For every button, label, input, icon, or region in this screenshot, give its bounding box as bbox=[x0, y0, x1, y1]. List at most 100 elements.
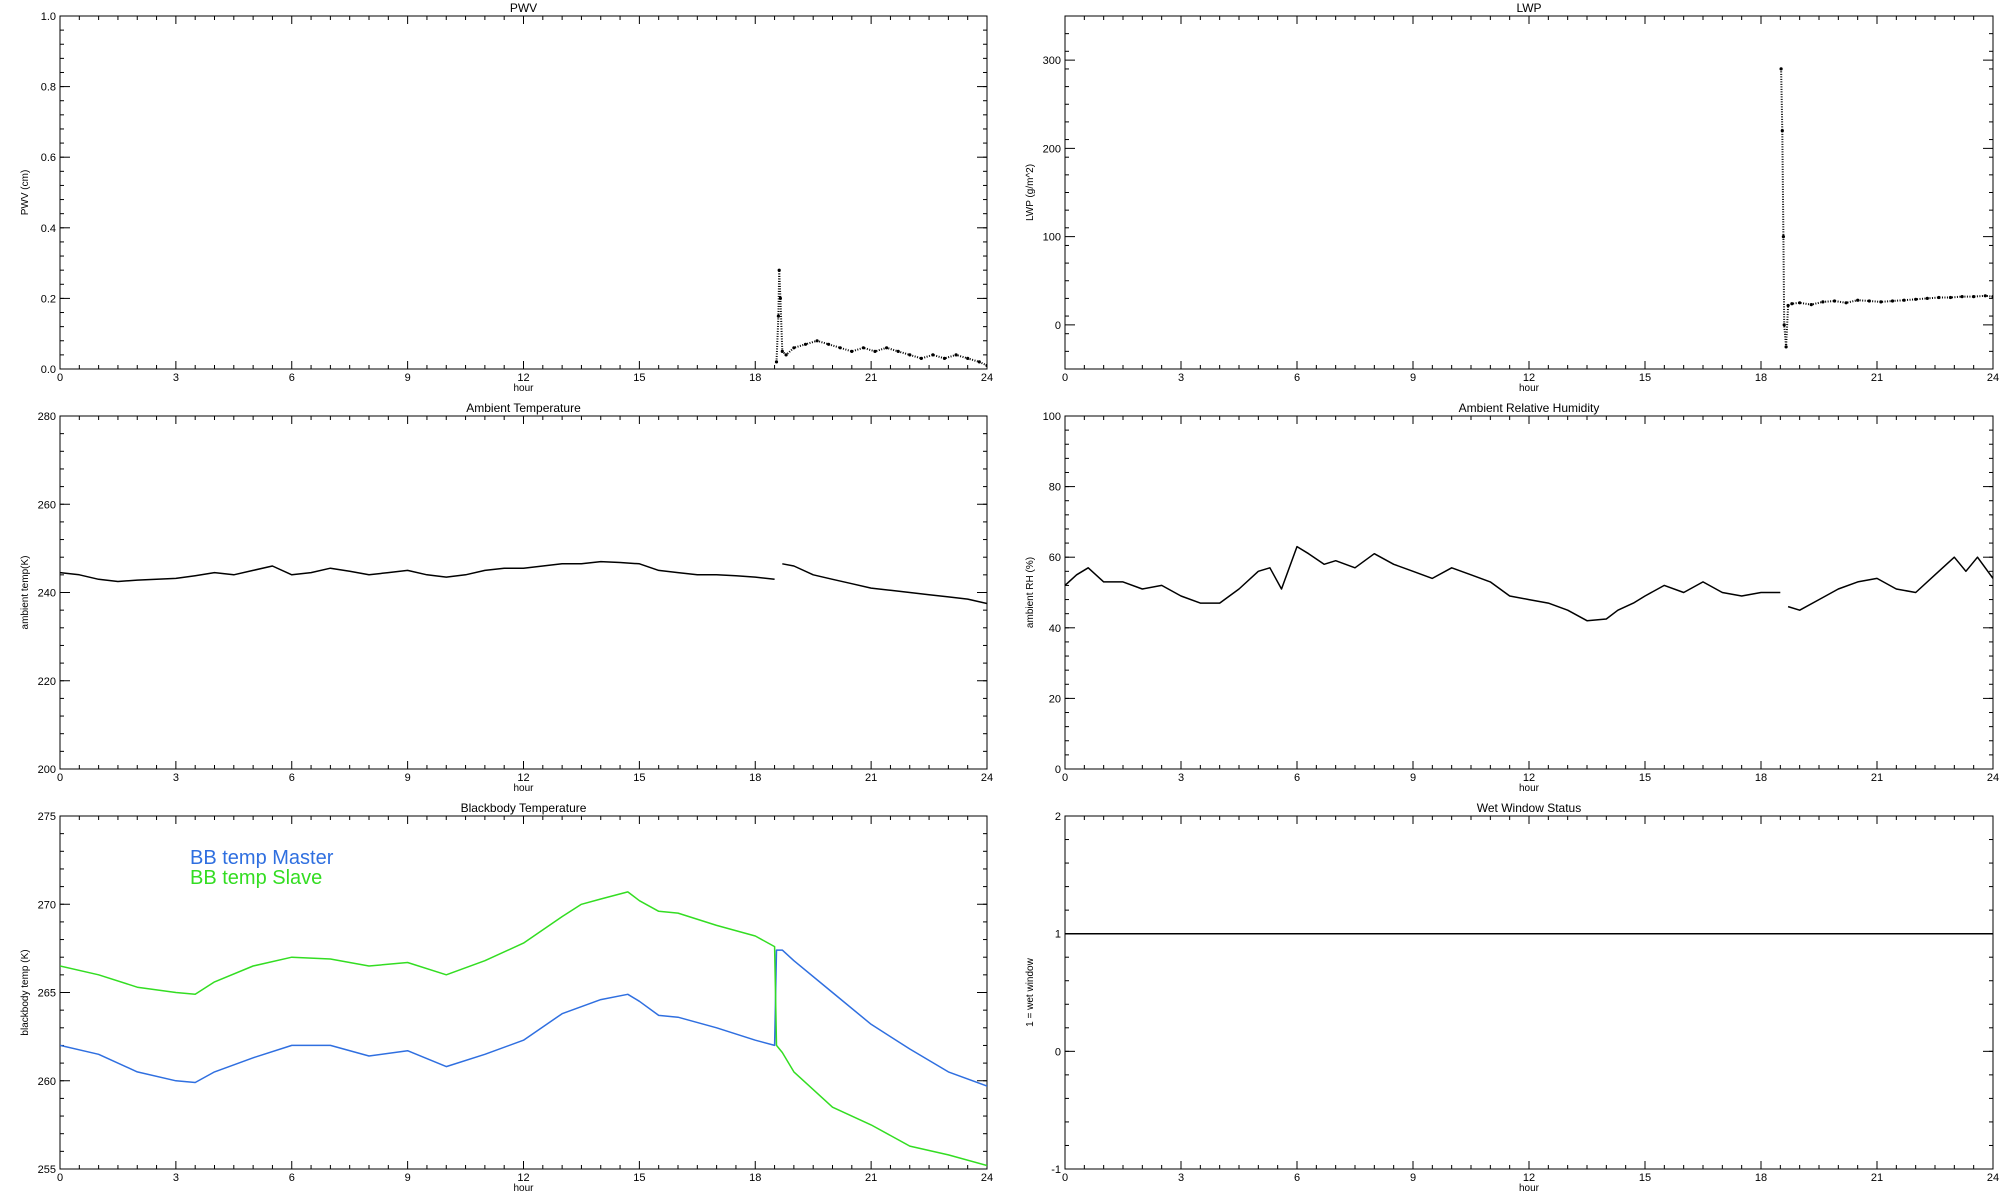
ambient-temperature-ytick-label: 280 bbox=[38, 411, 56, 423]
wet-window-status-xtick-label: 18 bbox=[1755, 1172, 1767, 1184]
ambient-temperature-xtick-label: 9 bbox=[405, 772, 411, 784]
ambient-relative-humidity-xtick-label: 24 bbox=[1987, 772, 1999, 784]
pwv-ytick-label: 0.4 bbox=[41, 223, 56, 235]
pwv-data-point bbox=[776, 314, 781, 318]
ambient-relative-humidity-xtick-label: 9 bbox=[1410, 772, 1416, 784]
ambient-temperature-ylabel: ambient temp(K) bbox=[20, 556, 31, 630]
ambient-relative-humidity-xlabel: hour bbox=[1519, 783, 1540, 794]
lwp-xtick-label: 3 bbox=[1178, 372, 1184, 384]
lwp-data-point bbox=[1781, 235, 1785, 239]
lwp-xlabel: hour bbox=[1519, 383, 1540, 394]
blackbody-temperature-xtick-label: 6 bbox=[289, 1172, 295, 1184]
wet-window-status-ytick-label: 2 bbox=[1055, 811, 1061, 823]
blackbody-temperature-bb-temp-master-line-0 bbox=[60, 949, 987, 1087]
ambient-relative-humidity-ytick-label: 40 bbox=[1049, 623, 1061, 635]
wet-window-status-xtick-label: 12 bbox=[1523, 1172, 1535, 1184]
lwp-data-point bbox=[1902, 298, 1906, 302]
lwp-xtick-label: 15 bbox=[1639, 372, 1651, 384]
ambient-temperature-xtick-label: 6 bbox=[289, 772, 295, 784]
ambient-temperature-ytick-label: 220 bbox=[38, 676, 56, 688]
blackbody-temperature-xtick-label: 15 bbox=[633, 1172, 645, 1184]
pwv-data-point bbox=[966, 356, 970, 360]
ambient-relative-humidity-xtick-label: 0 bbox=[1062, 772, 1068, 784]
blackbody-temperature-ylabel: blackbody temp (K) bbox=[20, 949, 31, 1035]
ambient-temperature-xtick-label: 24 bbox=[981, 772, 993, 784]
wet-window-status-ytick-label: 0 bbox=[1055, 1046, 1061, 1058]
wet-window-status-ytick-label: 1 bbox=[1055, 929, 1061, 941]
ambient-temperature-ytick-label: 240 bbox=[38, 588, 56, 600]
pwv-data-point bbox=[931, 353, 935, 357]
pwv-ytick-label: 0.2 bbox=[41, 293, 56, 305]
wet-window-status-plot-frame bbox=[1064, 815, 1994, 1170]
lwp-ytick-label: 0 bbox=[1055, 320, 1061, 332]
ambient-relative-humidity-plot-area bbox=[1065, 545, 1993, 622]
lwp-data-point bbox=[1790, 302, 1794, 306]
blackbody-temperature-plot-area bbox=[60, 891, 987, 1167]
wet-window-status-xtick-label: 24 bbox=[1987, 1172, 1999, 1184]
pwv-ylabel: PWV (cm) bbox=[20, 170, 31, 216]
blackbody-temperature-xtick-label: 3 bbox=[173, 1172, 179, 1184]
pwv-xtick-label: 18 bbox=[749, 372, 761, 384]
wet-window-panel: Wet Window Status 0 3 6 9 12 15 18 21 24 hour -1 0 1 2… bbox=[1000, 800, 2000, 1200]
ambient-relative-humidity-plot-frame bbox=[1064, 415, 1994, 770]
blackbody-temperature-bb-temp-slave-line-0 bbox=[60, 891, 987, 1167]
lwp-xtick-label: 24 bbox=[1987, 372, 1999, 384]
lwp-ytick-label: 200 bbox=[1043, 143, 1061, 155]
lwp-data-point bbox=[1948, 295, 1953, 300]
ambient-temperature-xtick-label: 12 bbox=[517, 772, 529, 784]
lwp-plot-frame bbox=[1064, 15, 1994, 370]
ambient-temperature-xtick-label: 0 bbox=[57, 772, 63, 784]
blackbody-temperature-ytick-label: 260 bbox=[38, 1076, 56, 1088]
blackbody-temperature-ytick-label: 275 bbox=[38, 811, 56, 823]
lwp-series-0-trace bbox=[1780, 68, 1993, 347]
wet-window-status-xtick-label: 3 bbox=[1178, 1172, 1184, 1184]
lwp-data-point bbox=[1798, 301, 1802, 305]
wet-window-status-title: Wet Window Status bbox=[1477, 801, 1581, 815]
ambient-relative-humidity-xtick-label: 12 bbox=[1523, 772, 1535, 784]
pwv-plot-frame bbox=[59, 15, 988, 370]
wet-window-status-ytick-label: -1 bbox=[1051, 1164, 1061, 1176]
ambient-temperature-ytick-label: 200 bbox=[38, 764, 56, 776]
pwv-data-point bbox=[885, 346, 889, 350]
lwp-data-point bbox=[1832, 299, 1837, 303]
pwv-data-point bbox=[942, 356, 947, 360]
lwp-data-point bbox=[1780, 129, 1784, 133]
lwp-data-point bbox=[1991, 295, 1993, 299]
lwp-data-point bbox=[1782, 323, 1786, 327]
blackbody-temperature-ytick-label: 270 bbox=[38, 899, 56, 911]
ambient-relative-humidity-ytick-label: 80 bbox=[1049, 482, 1061, 494]
lwp-title: LWP bbox=[1516, 1, 1541, 15]
lwp-ytick-label: 100 bbox=[1043, 232, 1061, 244]
pwv-panel: PWV 0 3 6 9 12 15 18 21 24 hour 0.0 0.2 0.4 0.6 0.8 1.0 P… bbox=[0, 0, 1000, 400]
blackbody-temperature-title: Blackbody Temperature bbox=[461, 801, 587, 815]
pwv-data-point bbox=[977, 360, 981, 364]
blackbody-temperature-panel: Blackbody Temperature 0 3 6 9 12 15 18 21 24 hour 2… bbox=[0, 800, 1000, 1200]
blackbody-temperature-legend-bb-temp-slave: BB temp Slave bbox=[190, 867, 322, 889]
ambient-relative-humidity-ytick-label: 100 bbox=[1043, 411, 1061, 423]
blackbody-temperature-legend-bb-temp-master: BB temp Master bbox=[190, 847, 334, 869]
pwv-data-point bbox=[815, 339, 819, 343]
ambient-relative-humidity-series-0-line-1 bbox=[1787, 556, 1993, 611]
ambient-relative-humidity-ytick-label: 0 bbox=[1055, 764, 1061, 776]
lwp-data-point bbox=[1786, 303, 1790, 308]
lwp-ytick-label: 300 bbox=[1043, 55, 1061, 67]
pwv-chart: PWV 0 3 6 9 12 15 18 21 24 hour 0.0 0.2 0.4 0.6 0.8 1.0 P… bbox=[20, 1, 993, 394]
lwp-data-point bbox=[1809, 303, 1813, 307]
pwv-ytick-label: 0.8 bbox=[41, 82, 56, 94]
lwp-data-point bbox=[1914, 297, 1918, 301]
ambient-relative-humidity-ytick-label: 60 bbox=[1049, 552, 1061, 564]
lwp-data-point bbox=[1784, 345, 1788, 349]
pwv-ytick-label: 0.6 bbox=[41, 152, 56, 164]
pwv-xlabel: hour bbox=[513, 383, 534, 394]
ambient-temperature-xlabel: hour bbox=[513, 783, 534, 794]
blackbody-temperature-xtick-label: 18 bbox=[749, 1172, 761, 1184]
wet-window-status-xtick-label: 15 bbox=[1639, 1172, 1651, 1184]
ambient-temperature-series-0-line-0 bbox=[60, 560, 775, 583]
ambient-relative-humidity-title: Ambient Relative Humidity bbox=[1459, 401, 1600, 415]
blackbody-temperature-xtick-label: 0 bbox=[57, 1172, 63, 1184]
wet-window-status-ylabel: 1 = wet window bbox=[1025, 957, 1036, 1026]
lwp-data-point bbox=[1937, 295, 1941, 300]
ambient-relative-humidity-xtick-label: 15 bbox=[1639, 772, 1651, 784]
ambient-temperature-xtick-label: 18 bbox=[749, 772, 761, 784]
pwv-ytick-label: 1.0 bbox=[41, 11, 56, 23]
